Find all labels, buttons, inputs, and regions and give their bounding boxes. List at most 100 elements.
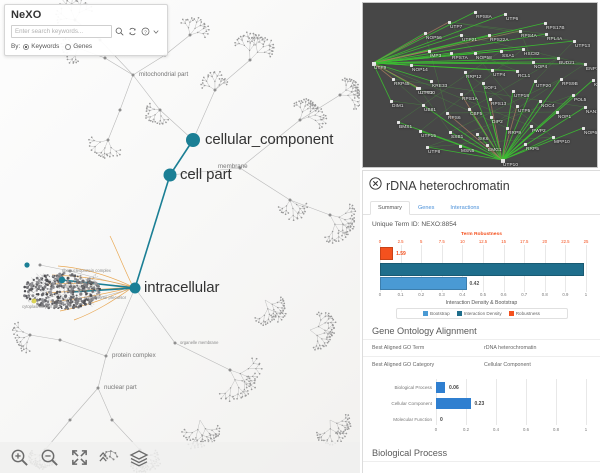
- help-question-icon[interactable]: ?: [139, 25, 151, 38]
- legend-swatch-bootstrap: [423, 311, 428, 316]
- network-gene-label[interactable]: RPS6: [448, 115, 461, 120]
- network-gene-label[interactable]: UTP8: [428, 149, 440, 154]
- tree-node-cellular-component[interactable]: [186, 133, 200, 147]
- network-gene-label[interactable]: RPS13: [491, 101, 506, 106]
- network-gene-label[interactable]: IMP3: [430, 53, 441, 58]
- tree-node-intracellular[interactable]: [130, 283, 141, 294]
- chart1-bottom-tick: 0.5: [480, 292, 486, 297]
- network-gene-label[interactable]: RRP45: [394, 81, 410, 86]
- go-row-value: rDNA heterochromatin: [484, 345, 536, 351]
- interaction-network-panel[interactable]: UTP9 RPS8A UTP6 UTP7 RPS17B NOP56 UTP21 RPS22A R…: [362, 2, 598, 168]
- collapse-network-button[interactable]: [99, 448, 119, 468]
- chevron-down-icon[interactable]: [152, 25, 159, 38]
- info-panel-tabs[interactable]: Summary Genes Interactions: [363, 201, 600, 215]
- network-gene-label[interactable]: PWP2: [532, 128, 546, 133]
- zoom-out-button[interactable]: [39, 448, 59, 468]
- svg-text:?: ?: [144, 29, 147, 35]
- search-icon[interactable]: [113, 25, 125, 38]
- fit-screen-button[interactable]: [69, 448, 89, 468]
- network-gene-label[interactable]: UB81: [424, 107, 436, 112]
- network-gene-label[interactable]: NOC4: [541, 103, 554, 108]
- network-gene-label[interactable]: SSA1: [502, 53, 514, 58]
- network-gene-label[interactable]: NOP14: [412, 67, 428, 72]
- chart2-x-tick: 0.2: [463, 427, 469, 432]
- network-gene-label[interactable]: RRP5: [526, 146, 539, 151]
- network-gene-label[interactable]: POL5: [574, 97, 586, 102]
- network-gene-label[interactable]: DIM1: [392, 103, 404, 108]
- network-gene-label[interactable]: SOF1: [484, 85, 497, 90]
- tree-label-protein-complex: protein complex: [112, 352, 156, 359]
- tree-node-ribonucleoprotein[interactable]: [59, 277, 65, 283]
- tree-label-cytoplasmic-part: cytoplasmic part: [22, 304, 52, 309]
- tab-interactions[interactable]: Interactions: [442, 201, 487, 214]
- search-panel[interactable]: NeXO ? By:: [4, 4, 168, 56]
- radio-option-genes[interactable]: Genes: [65, 43, 92, 50]
- zoom-in-button[interactable]: [9, 448, 29, 468]
- network-gene-label[interactable]: NOP6: [584, 130, 597, 135]
- network-gene-label[interactable]: RPS22A: [490, 37, 509, 42]
- network-gene-label[interactable]: KRE33: [432, 83, 447, 88]
- network-gene-label[interactable]: NOP58: [476, 55, 492, 60]
- tree-label-cellular-component: cellular_component: [205, 131, 333, 148]
- term-info-panel[interactable]: rDNA heterochromatin Summary Genes Inter…: [362, 170, 600, 473]
- network-gene-label[interactable]: BMS1: [399, 124, 412, 129]
- network-gene-label[interactable]: UTP10: [503, 162, 518, 167]
- tree-node-cell-part[interactable]: [164, 169, 177, 182]
- tree-visualization-canvas[interactable]: cellular_component cell part intracellul…: [0, 0, 360, 473]
- page-title: rDNA heterochromatin: [386, 179, 510, 193]
- chart2-x-tick: 0.8: [553, 427, 559, 432]
- network-gene-label[interactable]: UTP30: [420, 90, 435, 95]
- tab-summary[interactable]: Summary: [370, 201, 410, 215]
- close-circle-icon[interactable]: [369, 177, 382, 195]
- network-gene-label[interactable]: RPS17B: [546, 25, 565, 30]
- radio-option-keywords[interactable]: Keywords: [23, 43, 59, 50]
- network-gene-label[interactable]: KRI1: [594, 82, 598, 87]
- network-gene-label[interactable]: EMG1: [488, 147, 502, 152]
- network-gene-label[interactable]: ENP1: [586, 66, 598, 71]
- network-gene-label[interactable]: NAN1: [586, 109, 598, 114]
- network-gene-label[interactable]: RPS8A: [476, 14, 492, 19]
- reset-circular-arrows-icon[interactable]: [126, 25, 138, 38]
- chart1-bottom-tick: 0: [379, 292, 381, 297]
- network-gene-label[interactable]: SIK6: [478, 136, 489, 141]
- network-gene-label[interactable]: UTP5: [518, 108, 530, 113]
- network-gene-label[interactable]: RPS4A: [521, 33, 537, 38]
- network-gene-label[interactable]: NOP1: [558, 114, 571, 119]
- network-gene-label[interactable]: UTP20: [536, 83, 551, 88]
- network-gene-label[interactable]: UTP7: [450, 24, 462, 29]
- network-gene-label[interactable]: HSC82: [524, 51, 540, 56]
- network-gene-label[interactable]: UTP15: [421, 133, 436, 138]
- chart1-top-tick: 7.5: [439, 239, 445, 244]
- network-gene-label[interactable]: UTP13: [575, 43, 590, 48]
- network-gene-label[interactable]: BUD21: [559, 60, 575, 65]
- radio-genes-icon[interactable]: [65, 44, 71, 50]
- network-gene-label[interactable]: UTP21: [462, 37, 477, 42]
- network-gene-label[interactable]: UTP9: [374, 65, 386, 70]
- network-gene-label[interactable]: DIP2: [492, 119, 503, 124]
- radio-keywords-icon[interactable]: [23, 44, 29, 50]
- network-gene-label[interactable]: UTP6: [506, 16, 518, 21]
- network-gene-label[interactable]: UTP18: [514, 93, 529, 98]
- chart2-x-tick: 1: [585, 427, 587, 432]
- view-toolbar[interactable]: [0, 442, 360, 473]
- layers-button[interactable]: [129, 448, 149, 468]
- network-gene-label[interactable]: RPS7A: [452, 55, 468, 60]
- network-gene-label[interactable]: RPS9B: [562, 81, 578, 86]
- legend-label-interaction-density: Interaction Density: [464, 311, 502, 316]
- go-row-key: Best Aligned GO Category: [372, 362, 484, 368]
- network-gene-label[interactable]: NOP4: [534, 64, 547, 69]
- network-gene-label[interactable]: UTP4: [493, 72, 505, 77]
- network-gene-label[interactable]: NOP56: [426, 35, 442, 40]
- network-gene-label[interactable]: MSN5: [461, 148, 474, 153]
- tree-node-small-teal[interactable]: [24, 262, 29, 267]
- search-input[interactable]: [11, 25, 112, 38]
- network-gene-label[interactable]: RPS1A: [462, 96, 478, 101]
- network-gene-label[interactable]: RPL4A: [547, 36, 562, 41]
- network-gene-label[interactable]: RRP12: [466, 74, 482, 79]
- network-gene-label[interactable]: CBF5: [470, 111, 482, 116]
- tab-genes[interactable]: Genes: [410, 201, 442, 214]
- network-gene-label[interactable]: RRP9: [508, 130, 521, 135]
- network-gene-label[interactable]: MPP10: [554, 139, 570, 144]
- network-gene-label[interactable]: SSB1: [451, 134, 463, 139]
- network-gene-label[interactable]: RCL1: [518, 73, 530, 78]
